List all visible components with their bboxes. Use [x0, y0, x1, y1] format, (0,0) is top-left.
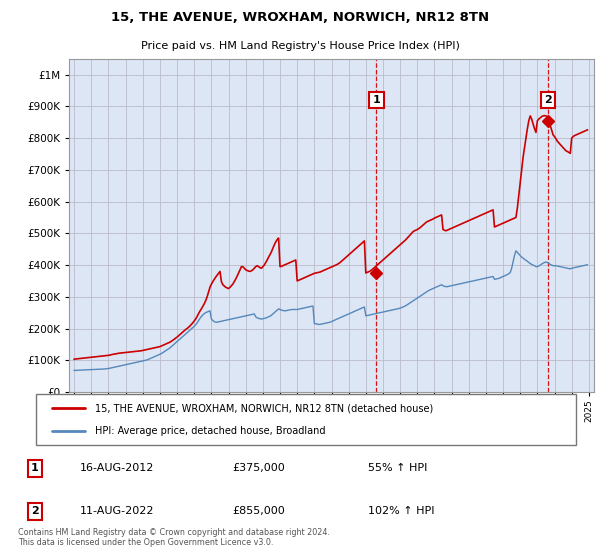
Text: 2: 2	[31, 506, 39, 516]
Text: Contains HM Land Registry data © Crown copyright and database right 2024.
This d: Contains HM Land Registry data © Crown c…	[18, 528, 330, 547]
Text: 15, THE AVENUE, WROXHAM, NORWICH, NR12 8TN: 15, THE AVENUE, WROXHAM, NORWICH, NR12 8…	[111, 11, 489, 24]
Text: HPI: Average price, detached house, Broadland: HPI: Average price, detached house, Broa…	[95, 426, 326, 436]
Text: 1: 1	[373, 95, 380, 105]
Text: £375,000: £375,000	[232, 463, 285, 473]
Text: 2: 2	[544, 95, 552, 105]
FancyBboxPatch shape	[36, 394, 576, 445]
Text: 1: 1	[31, 463, 39, 473]
Text: 16-AUG-2012: 16-AUG-2012	[80, 463, 154, 473]
Text: Price paid vs. HM Land Registry's House Price Index (HPI): Price paid vs. HM Land Registry's House …	[140, 41, 460, 51]
Text: 15, THE AVENUE, WROXHAM, NORWICH, NR12 8TN (detached house): 15, THE AVENUE, WROXHAM, NORWICH, NR12 8…	[95, 403, 434, 413]
Text: 11-AUG-2022: 11-AUG-2022	[80, 506, 155, 516]
Text: 55% ↑ HPI: 55% ↑ HPI	[368, 463, 427, 473]
Text: £855,000: £855,000	[232, 506, 285, 516]
Text: 102% ↑ HPI: 102% ↑ HPI	[368, 506, 434, 516]
